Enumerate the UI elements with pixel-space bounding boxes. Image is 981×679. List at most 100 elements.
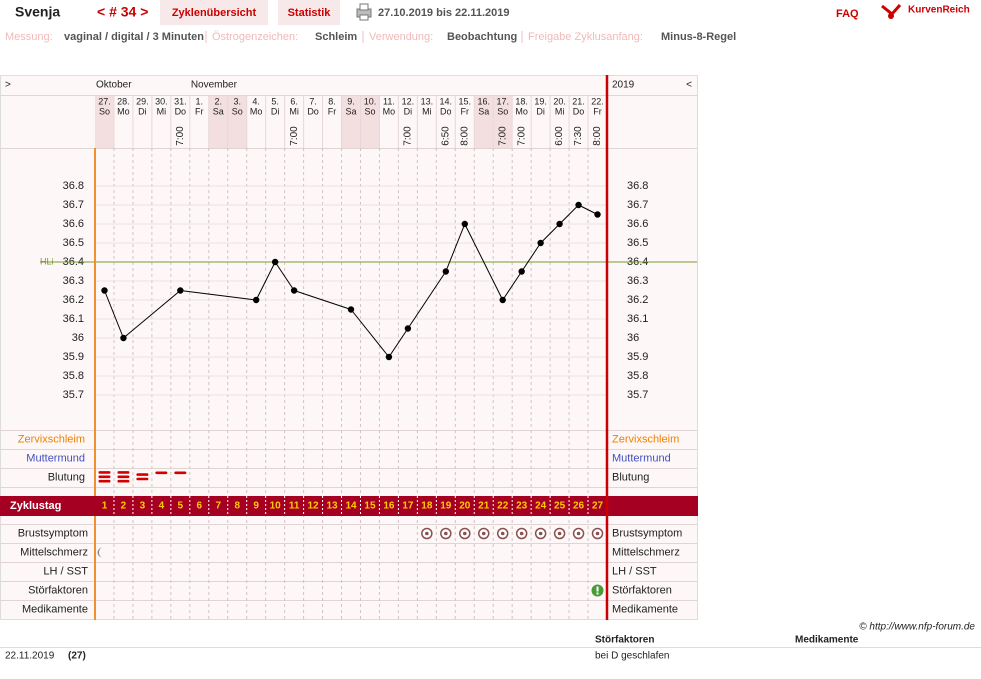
weekday: Mo [117, 106, 130, 116]
weekday: Do [440, 106, 452, 116]
row-label: LH / SST [612, 565, 657, 577]
bleeding-dash [117, 475, 130, 479]
logo-icon [881, 4, 902, 19]
bleeding-dash [136, 477, 149, 481]
faq-link[interactable]: FAQ [836, 8, 859, 20]
breast-symptom-dot [444, 531, 448, 536]
weekday: Fr [593, 106, 602, 116]
weekday: Mo [515, 106, 528, 116]
cycle-day: 5 [178, 501, 184, 512]
row-label: Störfaktoren [612, 584, 672, 596]
cycle-day: 27 [592, 501, 604, 512]
day-date: 12. [402, 96, 415, 106]
row-label: LH / SST [43, 565, 88, 577]
measure-time: 8:00 [592, 126, 603, 146]
info-label: Östrogenzeichen: [212, 31, 298, 43]
y-tick-label: 36.8 [63, 180, 84, 192]
temp-point [120, 334, 127, 342]
row-label: Medikamente [22, 603, 88, 615]
info-value: Schleim [315, 31, 357, 43]
y-tick-label: 36.3 [627, 275, 648, 287]
cycle-day: 10 [270, 501, 282, 512]
logo[interactable]: KurvenReich [908, 5, 970, 16]
temp-point [556, 220, 563, 228]
temp-segment [104, 290, 124, 339]
row-label: Mittelschmerz [20, 546, 88, 558]
bleeding-dash [136, 473, 149, 476]
note-entry: bei D geschlafen [595, 651, 670, 662]
y-tick-label: 36.8 [627, 180, 648, 192]
breast-symptom-dot [538, 531, 543, 536]
y-tick-label: 35.8 [627, 370, 648, 382]
weekend-shade [360, 95, 380, 148]
weekday: Mo [250, 106, 263, 116]
temp-segment [540, 223, 560, 244]
weekday: Mo [383, 106, 396, 116]
day-date: 20. [553, 96, 566, 106]
day-date: 21. [572, 96, 585, 106]
year: 2019 [612, 80, 635, 91]
row-label: Muttermund [26, 452, 85, 464]
temp-point [404, 325, 412, 332]
row-label: Zervixschleim [18, 433, 85, 445]
temp-point [575, 201, 582, 209]
row-label: Mittelschmerz [612, 546, 680, 558]
y-tick-label: 36.5 [63, 237, 84, 249]
y-tick-label: 36.7 [63, 199, 84, 211]
cycle-day: 17 [402, 501, 414, 512]
temp-segment [578, 204, 598, 215]
day-date: 15. [459, 96, 472, 106]
row-label: Zervixschleim [612, 433, 679, 445]
day-date: 14. [440, 96, 453, 106]
tab[interactable]: Statistik [288, 7, 332, 19]
y-tick-label: 36.2 [627, 294, 648, 306]
cycle-nav[interactable]: < # 34 > [97, 4, 148, 20]
temp-segment [464, 223, 504, 301]
temp-segment [350, 309, 390, 358]
bleeding-dash [98, 475, 111, 479]
weekend-shade [208, 95, 228, 148]
measure-time: 6:00 [554, 126, 565, 146]
day-date: 10. [364, 96, 377, 106]
cycle-day: 6 [197, 501, 203, 512]
tab[interactable]: Zyklenübersicht [172, 7, 257, 19]
printer-icon[interactable] [356, 3, 372, 21]
measure-time: 7:00 [403, 126, 414, 146]
bleeding-dash [98, 471, 111, 474]
row-label: Brustsymptom [18, 527, 88, 539]
temp-point [252, 296, 260, 304]
y-tick-label: 35.7 [627, 389, 648, 401]
weekday: Do [175, 106, 187, 116]
weekday: Fr [195, 106, 204, 116]
hli-label: HLi [40, 256, 54, 266]
info-label: Verwendung: [369, 31, 433, 43]
weekday: Sa [345, 106, 356, 116]
weekend-shade [493, 95, 513, 148]
temp-point [347, 306, 355, 313]
temp-point [177, 287, 184, 294]
info-label: Freigabe Zyklusanfang: [528, 31, 643, 43]
measure-time: 7:00 [289, 126, 300, 146]
disturbance-mark [596, 586, 599, 592]
weekday: Di [271, 106, 280, 116]
day-date: 7. [309, 96, 317, 106]
note-title: Störfaktoren [595, 635, 654, 646]
bleeding [98, 471, 111, 483]
weekday: Di [138, 106, 147, 116]
cycle-day: 4 [159, 501, 165, 512]
weekday: Fr [328, 106, 337, 116]
cycle-day: 16 [383, 501, 395, 512]
bleeding-dash [98, 479, 111, 483]
y-tick-label: 36.6 [63, 218, 84, 230]
breast-symptom-dot [557, 531, 562, 536]
copyright: © http://www.nfp-forum.de [859, 622, 975, 633]
tab-bg [160, 0, 268, 25]
temp-point [594, 211, 601, 218]
tab-bg [278, 0, 340, 25]
row-label: Blutung [612, 471, 649, 483]
weekday: So [364, 106, 375, 116]
cycle-day: 13 [326, 501, 338, 512]
weekday: So [232, 106, 243, 116]
weekday: Fr [461, 106, 470, 116]
weekday: Di [536, 106, 545, 116]
